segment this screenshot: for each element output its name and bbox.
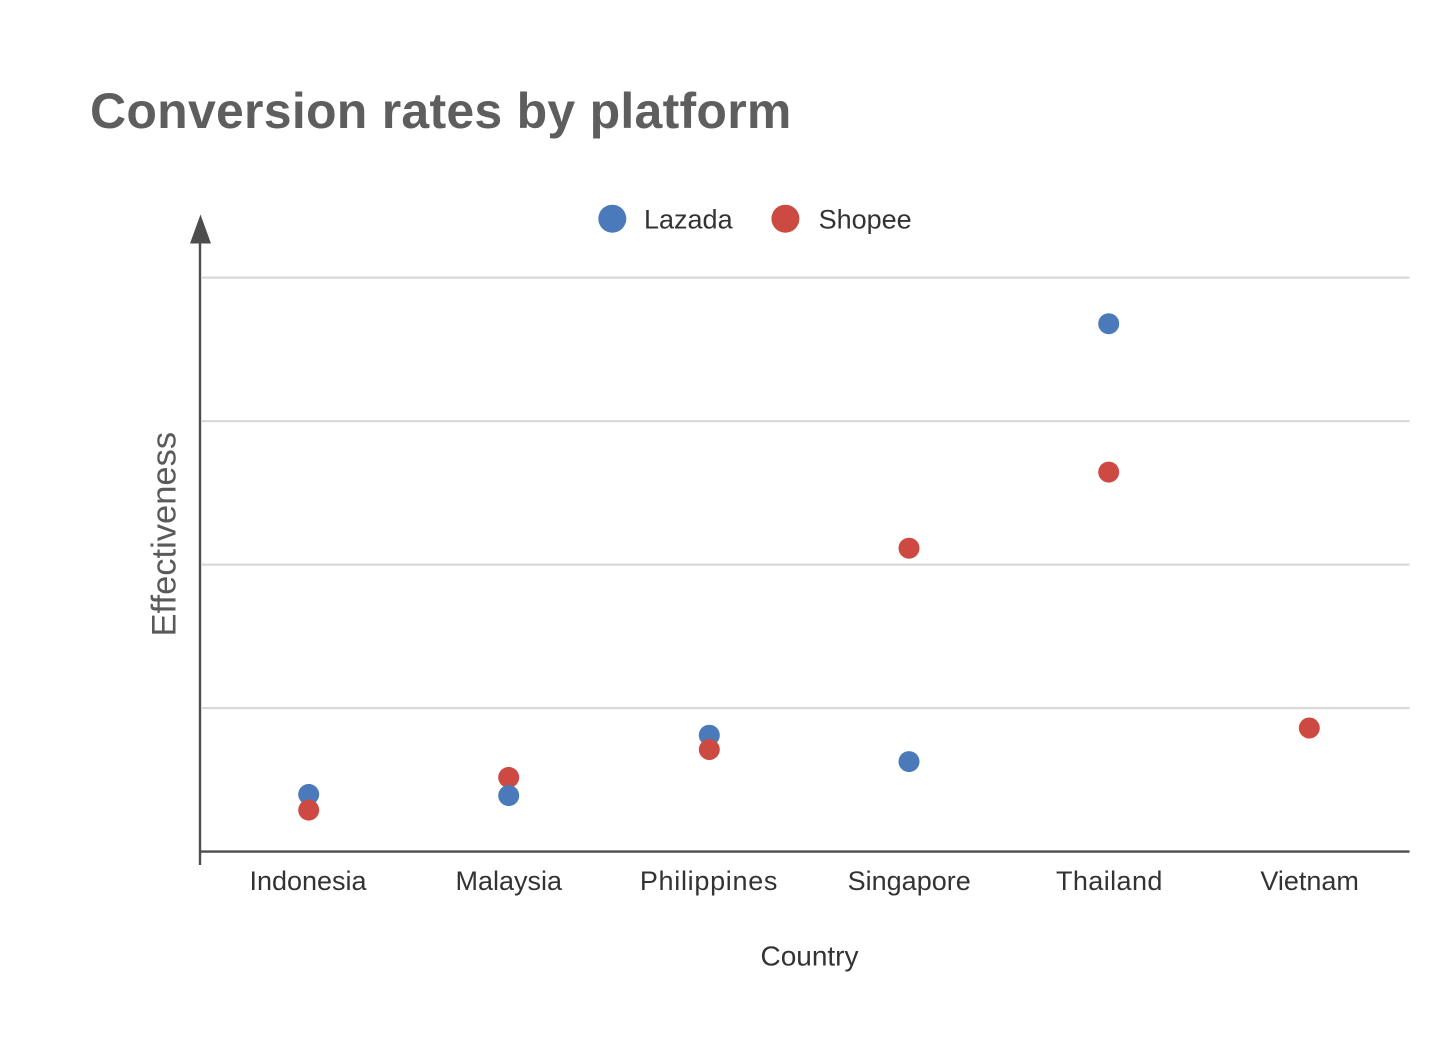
svg-text:Conversion rates by platform: Conversion rates by platform [90,83,792,139]
svg-text:Effectiveness: Effectiveness [146,432,184,637]
svg-text:Lazada: Lazada [644,204,734,234]
svg-text:Shopee: Shopee [819,204,912,234]
svg-text:Thailand: Thailand [1056,866,1163,896]
svg-text:Vietnam: Vietnam [1260,866,1359,896]
svg-text:Malaysia: Malaysia [456,866,564,896]
svg-text:Indonesia: Indonesia [249,866,367,896]
svg-text:Country: Country [760,941,858,972]
svg-text:Singapore: Singapore [848,866,971,896]
svg-text:Philippines: Philippines [640,866,778,896]
